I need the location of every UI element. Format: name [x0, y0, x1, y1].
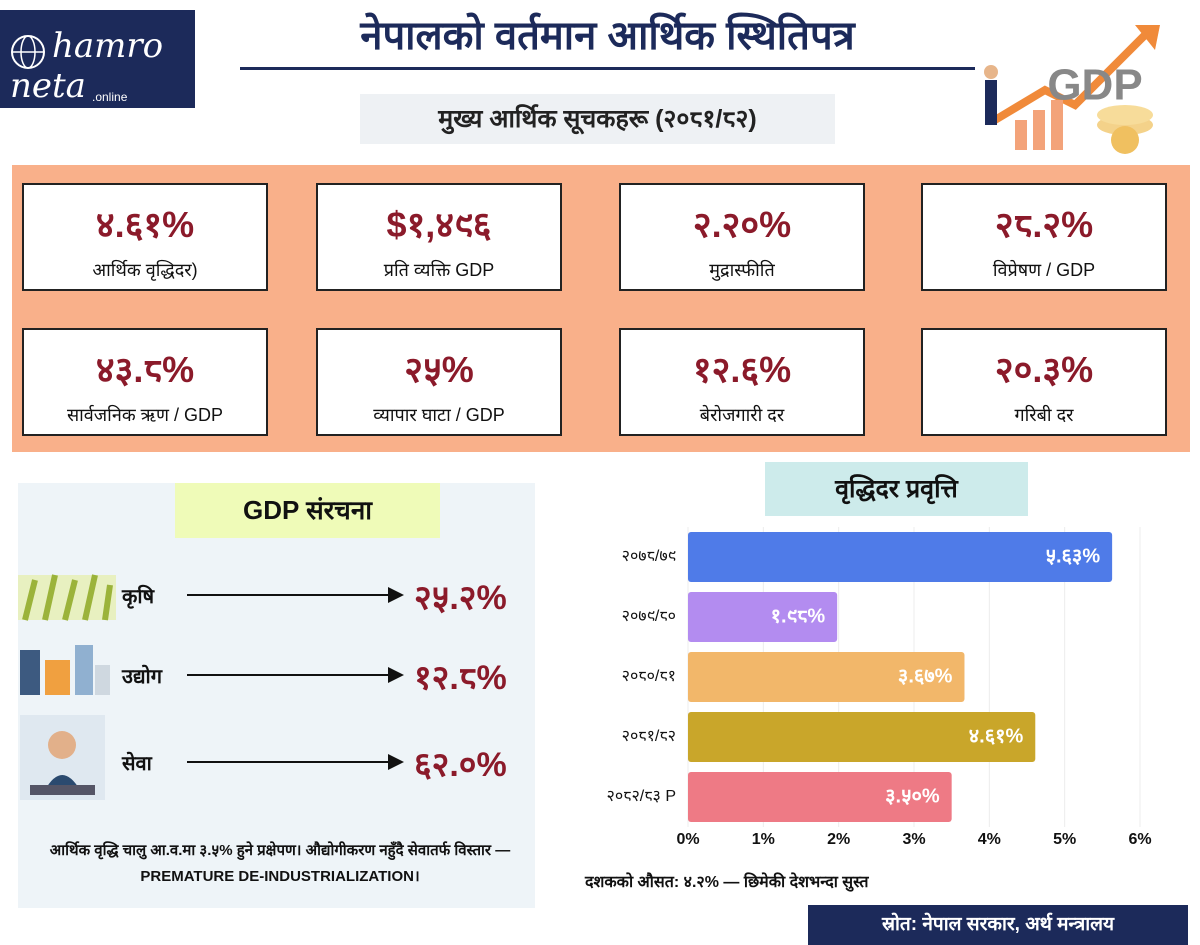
indicator-card: २५% व्यापार घाटा / GDP: [316, 328, 562, 436]
y-tick-label: २०८०/८१: [622, 668, 676, 685]
indicator-value: ४.६१%: [95, 204, 195, 245]
indicator-label: व्यापार घाटा / GDP: [373, 405, 505, 425]
indicator-value: २०.३%: [994, 349, 1094, 390]
indicator-card: $१,४९६ प्रति व्यक्ति GDP: [316, 183, 562, 291]
indicator-card: १२.६% बेरोजगारी दर: [619, 328, 865, 436]
x-tick-label: 6%: [1128, 831, 1151, 848]
page-title: नेपालको वर्तमान आर्थिक स्थितिपत्र: [240, 6, 975, 70]
logo-globe: [11, 35, 45, 69]
composition-name: कृषि: [122, 586, 155, 608]
y-tick-label: २०८२/८३ P: [607, 788, 676, 805]
source: स्रोत: नेपाल सरकार, अर्थ मन्त्रालय: [808, 905, 1188, 945]
art-label: GDP: [1047, 61, 1142, 110]
value-label: १.९८%: [771, 605, 826, 627]
composition-value: २५.२%: [414, 579, 507, 617]
x-tick-label: 2%: [827, 831, 850, 848]
x-tick-label: 0%: [676, 831, 699, 848]
indicator-value: २५%: [404, 349, 474, 390]
bar: [688, 592, 838, 642]
x-tick-label: 5%: [1053, 831, 1076, 848]
indicator-card: २.२०% मुद्रास्फीति: [619, 183, 865, 291]
logo-text: .online: [92, 90, 128, 104]
indicator-value: २.२०%: [692, 204, 792, 245]
composition-title: GDP संरचना: [175, 483, 440, 538]
indicator-label: आर्थिक वृद्धिदर): [92, 260, 198, 280]
bar: [688, 532, 1113, 582]
chart-title: वृद्धिदर प्रवृत्ति: [765, 462, 1028, 516]
composition-name: सेवा: [122, 753, 152, 775]
y-tick-label: २०७८/७९: [622, 548, 676, 565]
indicator-label: बेरोजगारी दर: [699, 405, 785, 425]
indicator-card: २०.३% गरिबी दर: [921, 328, 1167, 436]
indicator-label: सार्वजनिक ऋण / GDP: [66, 405, 224, 425]
x-tick-label: 4%: [978, 831, 1001, 848]
chart-note: दशकको औसत: ४.२% — छिमेकी देशभन्दा सुस्त: [585, 874, 869, 891]
indicator-label: प्रति व्यक्ति GDP: [383, 260, 495, 280]
logo: hamro neta .online: [0, 10, 195, 108]
value-label: ५.६३%: [1046, 545, 1101, 567]
indicator-value: $१,४९६: [386, 204, 492, 245]
indicator-label: विप्रेषण / GDP: [992, 260, 1096, 280]
bar: [688, 712, 1036, 762]
y-tick-label: २०७९/८०: [622, 608, 676, 625]
gdp-illustration: GDP: [984, 25, 1160, 154]
indicator-card: ४.६१% आर्थिक वृद्धिदर): [22, 183, 268, 291]
x-tick-label: 3%: [902, 831, 925, 848]
composition-value: १२.८%: [414, 659, 507, 697]
composition-name: उद्योग: [122, 666, 162, 688]
indicator-label: गरिबी दर: [1014, 405, 1074, 425]
value-label: ३.६७%: [898, 665, 953, 687]
indicator-card: ४३.८% सार्वजनिक ऋण / GDP: [22, 328, 268, 436]
x-tick-label: 1%: [752, 831, 775, 848]
value-label: ४.६१%: [969, 725, 1024, 747]
indicator-label: मुद्रास्फीति: [709, 260, 775, 280]
indicator-value: १२.६%: [692, 349, 792, 390]
composition-note: आर्थिक वृद्धि चालु आ.व.मा ३.५% हुने प्रक…: [49, 842, 511, 885]
bar: [688, 772, 952, 822]
composition-panel: [18, 483, 535, 908]
y-tick-label: २०८१/८२: [622, 728, 676, 745]
logo-text: hamro: [52, 26, 164, 66]
logo-text: neta: [10, 66, 86, 106]
value-label: ३.५०%: [885, 785, 940, 807]
bar: [688, 652, 965, 702]
subtitle: मुख्य आर्थिक सूचकहरू (२०८१/८२): [360, 94, 835, 144]
indicator-value: ४३.८%: [95, 349, 195, 390]
indicator-card: २८.२% विप्रेषण / GDP: [921, 183, 1167, 291]
indicator-value: २८.२%: [994, 204, 1094, 245]
composition-value: ६२.०%: [414, 746, 507, 784]
